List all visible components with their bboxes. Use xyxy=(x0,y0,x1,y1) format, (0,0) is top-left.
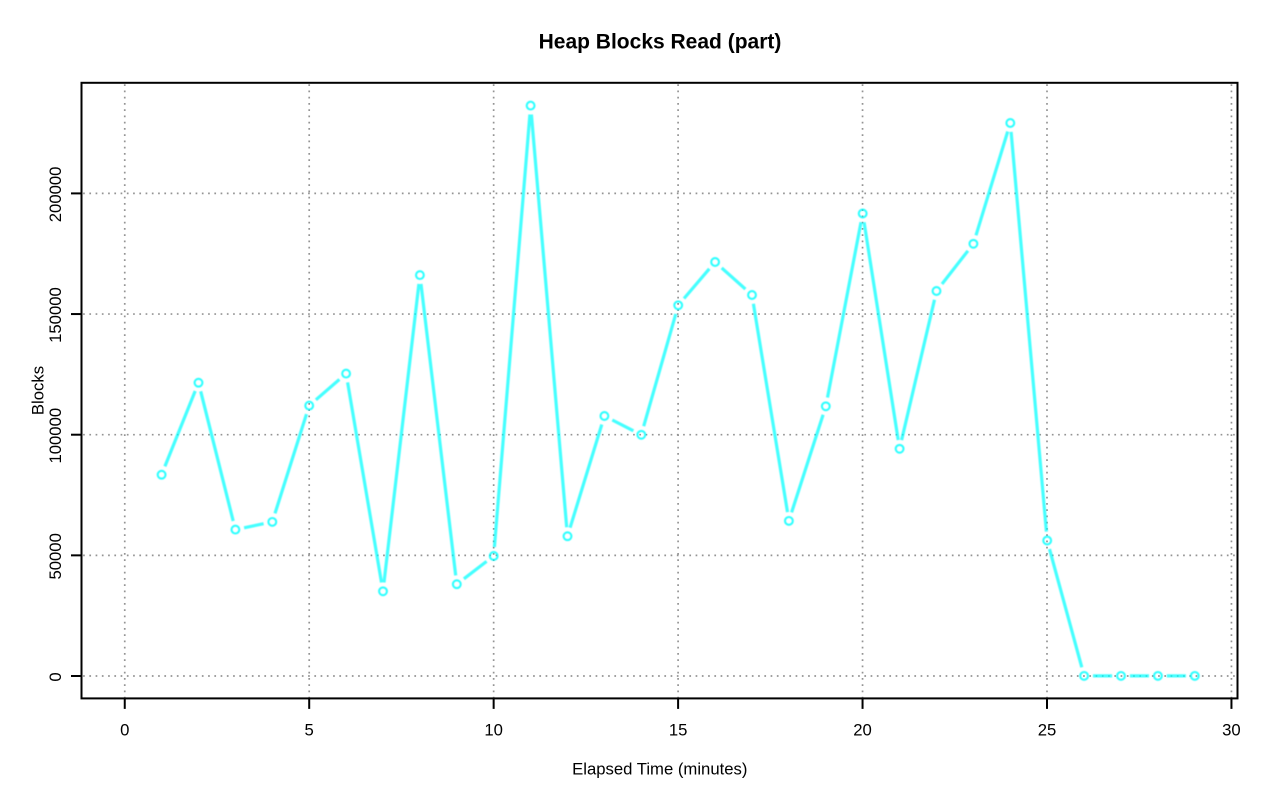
svg-text:5: 5 xyxy=(305,721,314,740)
svg-text:100000: 100000 xyxy=(46,408,65,464)
svg-text:0: 0 xyxy=(46,672,65,681)
svg-text:Heap Blocks Read (part): Heap Blocks Read (part) xyxy=(539,30,782,53)
svg-text:20: 20 xyxy=(853,721,872,740)
svg-text:10: 10 xyxy=(484,721,503,740)
svg-text:15: 15 xyxy=(669,721,688,740)
svg-text:Elapsed Time (minutes): Elapsed Time (minutes) xyxy=(572,760,747,779)
svg-text:50000: 50000 xyxy=(46,533,65,579)
svg-text:0: 0 xyxy=(120,721,129,740)
svg-text:30: 30 xyxy=(1222,721,1241,740)
svg-text:150000: 150000 xyxy=(46,287,65,343)
svg-text:200000: 200000 xyxy=(46,167,65,223)
svg-text:25: 25 xyxy=(1038,721,1057,740)
svg-text:Blocks: Blocks xyxy=(29,366,48,415)
